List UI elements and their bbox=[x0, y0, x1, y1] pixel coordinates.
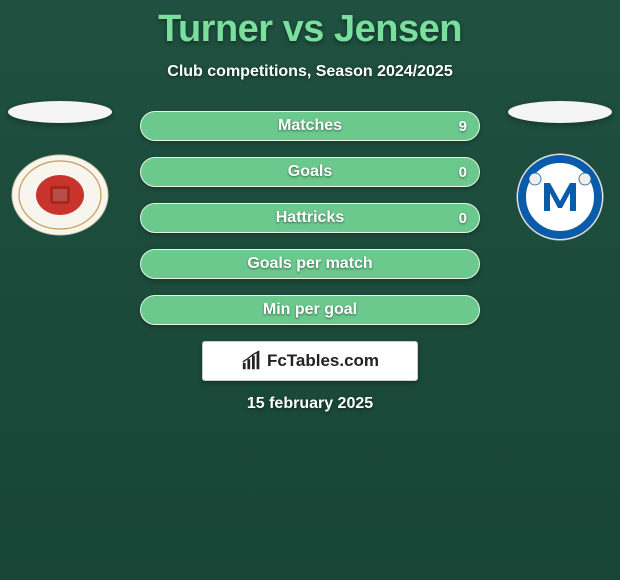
left-player-ellipse bbox=[8, 101, 112, 123]
stat-label: Hattricks bbox=[276, 209, 344, 227]
stat-label: Min per goal bbox=[263, 301, 357, 319]
right-club-logo bbox=[516, 153, 604, 241]
brand-text: FcTables.com bbox=[267, 351, 379, 371]
stat-label: Goals bbox=[288, 163, 332, 181]
stat-row-matches: Matches 9 bbox=[140, 111, 480, 141]
date-text: 15 february 2025 bbox=[0, 395, 620, 413]
right-player-badges bbox=[508, 101, 612, 241]
stat-right-value: 9 bbox=[459, 112, 467, 140]
stat-row-hattricks: Hattricks 0 bbox=[140, 203, 480, 233]
bar-chart-icon bbox=[241, 350, 263, 372]
stat-rows: Matches 9 Goals 0 Hattricks 0 Goals per … bbox=[140, 111, 480, 325]
stat-row-goals: Goals 0 bbox=[140, 157, 480, 187]
right-player-ellipse bbox=[508, 101, 612, 123]
left-club-logo bbox=[10, 153, 110, 237]
stat-label: Goals per match bbox=[247, 255, 372, 273]
stat-row-goals-per-match: Goals per match bbox=[140, 249, 480, 279]
left-player-badges bbox=[8, 101, 112, 237]
stats-area: Matches 9 Goals 0 Hattricks 0 Goals per … bbox=[0, 111, 620, 413]
brand-box[interactable]: FcTables.com bbox=[202, 341, 418, 381]
st-patricks-icon bbox=[10, 153, 110, 237]
stat-label: Matches bbox=[278, 117, 342, 135]
page-title: Turner vs Jensen bbox=[0, 8, 620, 51]
subtitle: Club competitions, Season 2024/2025 bbox=[0, 63, 620, 81]
comparison-widget: Turner vs Jensen Club competitions, Seas… bbox=[0, 0, 620, 413]
molde-fk-icon bbox=[516, 153, 604, 241]
stat-right-value: 0 bbox=[459, 158, 467, 186]
stat-right-value: 0 bbox=[459, 204, 467, 232]
stat-row-min-per-goal: Min per goal bbox=[140, 295, 480, 325]
brand-inner: FcTables.com bbox=[241, 350, 379, 372]
